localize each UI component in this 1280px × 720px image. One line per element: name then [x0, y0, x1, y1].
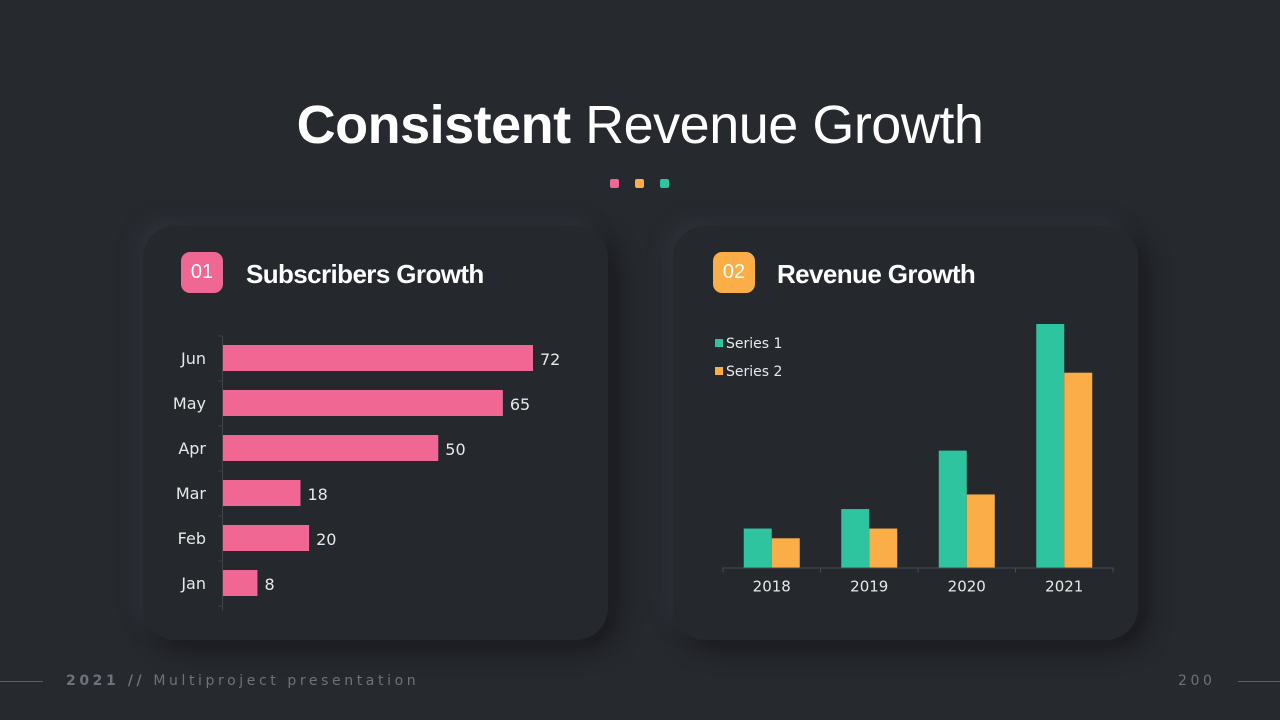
x-tick-label-2020: 2020	[948, 578, 986, 596]
bar-2018-series-1	[743, 528, 772, 568]
accent-dot-orange	[635, 179, 644, 188]
accent-dot-teal	[660, 179, 669, 188]
bar-apr	[223, 435, 439, 461]
bar-2019-series-1	[841, 509, 870, 568]
legend-swatch-series-1	[715, 339, 723, 347]
category-label-apr: Apr	[178, 439, 206, 458]
data-label-may: 65	[510, 395, 530, 414]
bar-2020-series-1	[938, 450, 967, 568]
footer-year: 2021 //	[66, 673, 146, 689]
bar-may	[223, 390, 503, 416]
category-label-may: May	[173, 394, 206, 413]
bar-2019-series-2	[869, 528, 898, 568]
x-tick-label-2018: 2018	[753, 578, 791, 596]
accent-dot-pink	[610, 179, 619, 188]
card-badge-01: 01	[181, 252, 223, 293]
footer-presentation-name: Multiproject presentation	[153, 673, 420, 689]
data-label-jun: 72	[540, 350, 560, 369]
category-label-jan: Jan	[180, 574, 206, 593]
bar-2021-series-2	[1064, 372, 1093, 568]
category-label-feb: Feb	[178, 529, 206, 548]
bar-jun	[223, 345, 533, 371]
bar-feb	[223, 525, 310, 551]
x-tick-label-2019: 2019	[850, 578, 888, 596]
bar-mar	[223, 480, 301, 506]
page-title-bold: Consistent	[296, 95, 572, 155]
footer-line-right	[1238, 681, 1280, 682]
data-label-jan: 8	[264, 575, 274, 594]
card-title-subscribers: Subscribers Growth	[246, 259, 484, 289]
bar-2018-series-2	[771, 538, 800, 568]
revenue-growth-card: 02 Revenue Growth 2018 2019 2020 2021 Series…	[673, 226, 1138, 640]
bar-jan	[223, 570, 258, 596]
data-label-mar: 18	[308, 485, 328, 504]
page-number: 200	[1178, 673, 1216, 689]
page-title-light: Revenue Growth	[585, 95, 984, 155]
data-label-feb: 20	[316, 530, 336, 549]
footer-caption: 2021 // Multiproject presentation	[66, 671, 419, 691]
revenue-column-chart: 2018 2019 2020 2021 Series 1 Series 2	[715, 324, 1114, 596]
data-label-apr: 50	[445, 440, 465, 459]
page-title: Consistent Revenue Growth	[0, 92, 1280, 158]
subscribers-bar-chart: Jun 72 May 65 Apr 50 Mar 18 Feb 20 Jan 8	[173, 335, 560, 610]
bar-2020-series-2	[966, 494, 995, 568]
legend-swatch-series-2	[715, 367, 723, 375]
card-badge-02: 02	[713, 252, 755, 293]
category-label-mar: Mar	[176, 484, 207, 503]
category-label-jun: Jun	[180, 349, 206, 368]
bar-2021-series-1	[1036, 324, 1065, 568]
footer-line-left	[0, 681, 43, 682]
legend-label-series-1: Series 1	[726, 336, 782, 352]
subscribers-growth-card: 01 Subscribers Growth Jun 72 May 65 Apr 50 Mar…	[143, 226, 608, 640]
card-title-revenue: Revenue Growth	[777, 259, 976, 289]
x-tick-label-2021: 2021	[1045, 578, 1083, 596]
legend-label-series-2: Series 2	[726, 364, 782, 380]
